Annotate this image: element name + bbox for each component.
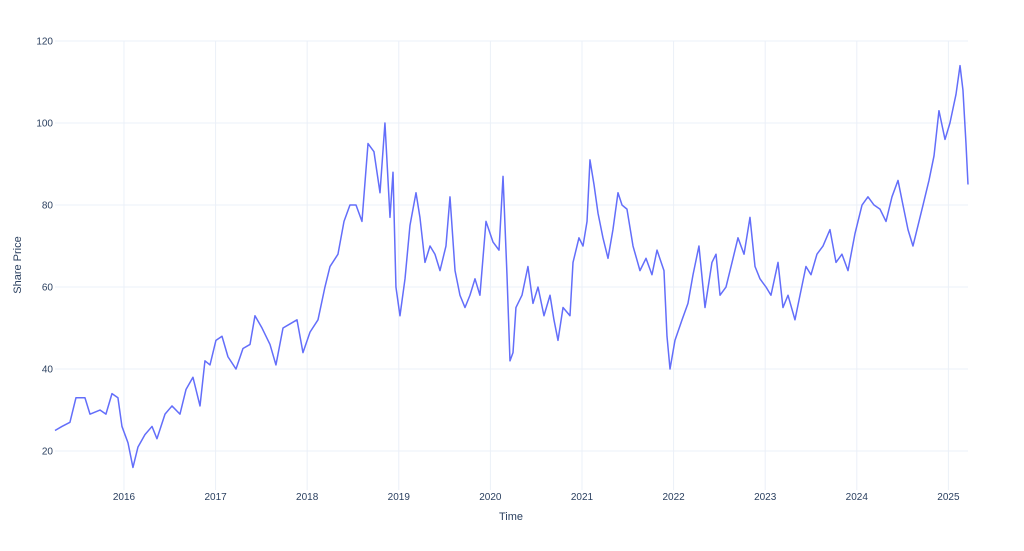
x-axis-title: Time [499,511,523,523]
y-tick-label: 60 [42,283,54,294]
price-line [54,64,969,469]
x-tick-label: 2022 [662,492,685,503]
y-tick-label: 80 [42,201,54,212]
x-tick-label: 2025 [937,492,960,503]
y-tick-label: 20 [42,447,54,458]
x-tick-label: 2018 [296,492,319,503]
y-axis-title: Share Price [12,236,24,293]
y-tick-label: 100 [36,119,53,130]
x-tick-label: 2016 [113,492,136,503]
x-tick-label: 2021 [571,492,594,503]
x-tick-label: 2020 [479,492,502,503]
x-tick-label: 2024 [846,492,869,503]
y-tick-label: 120 [36,37,53,48]
x-tick-label: 2017 [204,492,227,503]
x-tick-label: 2023 [754,492,777,503]
x-tick-label: 2019 [388,492,411,503]
y-tick-label: 40 [42,365,54,376]
